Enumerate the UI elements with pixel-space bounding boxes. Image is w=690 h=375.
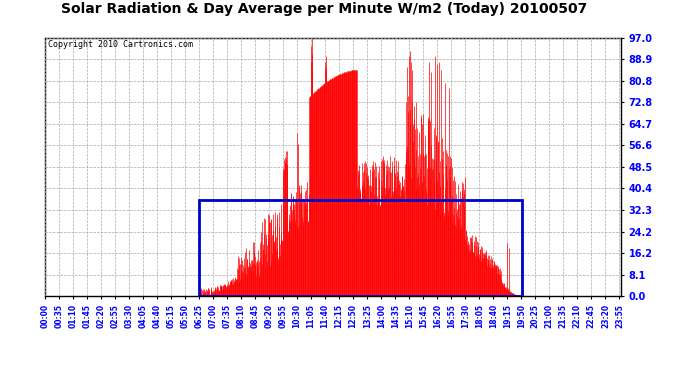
Text: Copyright 2010 Cartronics.com: Copyright 2010 Cartronics.com bbox=[48, 40, 193, 49]
Text: Solar Radiation & Day Average per Minute W/m2 (Today) 20100507: Solar Radiation & Day Average per Minute… bbox=[61, 2, 587, 16]
Bar bbox=[199, 200, 522, 296]
